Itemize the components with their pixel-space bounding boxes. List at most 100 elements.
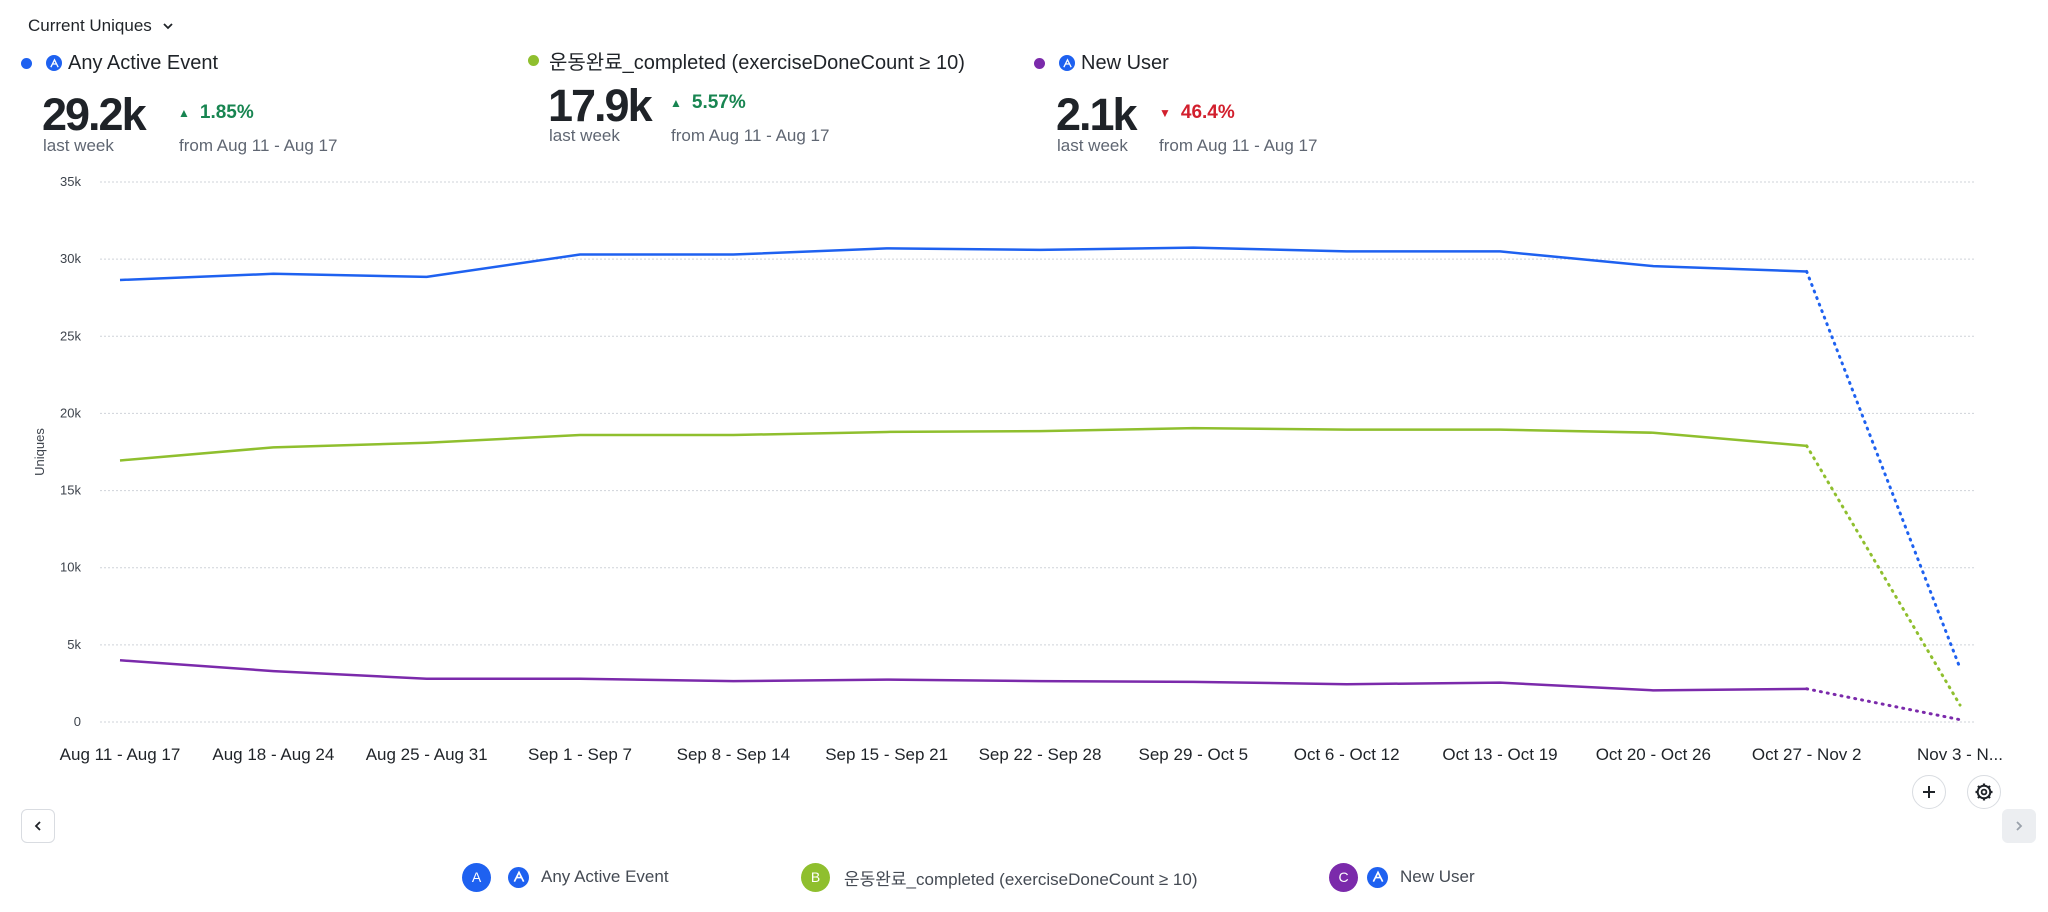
amplitude-icon <box>1059 55 1075 71</box>
data-point[interactable] <box>1650 687 1656 693</box>
y-tick-label: 35k <box>60 174 81 189</box>
x-tick-label: Nov 3 - N... <box>1917 745 2003 764</box>
data-point[interactable] <box>424 274 430 280</box>
series-line[interactable] <box>119 426 1807 462</box>
x-tick-label: Sep 22 - Sep 28 <box>979 745 1102 764</box>
scroll-left-button[interactable] <box>21 809 55 843</box>
series-dot-a <box>21 57 32 69</box>
plus-icon <box>1923 786 1935 798</box>
stat-comparison-range: from Aug 11 - Aug 17 <box>1159 136 1318 155</box>
data-point[interactable] <box>1344 427 1350 433</box>
data-point[interactable] <box>117 277 123 283</box>
x-tick-label: Sep 29 - Oct 5 <box>1139 745 1249 764</box>
series-line[interactable] <box>119 246 1807 282</box>
data-point[interactable] <box>1650 263 1656 269</box>
data-point[interactable] <box>1497 680 1503 686</box>
data-point[interactable] <box>1804 443 1810 449</box>
x-tick-label: Oct 6 - Oct 12 <box>1294 745 1400 764</box>
stat-name: Any Active Event <box>68 51 219 74</box>
x-tick-label: Sep 8 - Sep 14 <box>677 745 790 764</box>
stat-period-label: last week <box>43 136 114 155</box>
data-point[interactable] <box>117 457 123 463</box>
add-button[interactable] <box>1912 775 1946 809</box>
stat-value: 29.2k <box>42 89 147 140</box>
data-point[interactable] <box>730 432 736 438</box>
data-point[interactable] <box>1497 248 1503 254</box>
stat-change-value: 1.85% <box>199 102 254 123</box>
stat-comparison-range: from Aug 11 - Aug 17 <box>179 136 338 155</box>
legend-item-c[interactable]: C New User <box>1329 862 1475 892</box>
legend-item-a[interactable]: A Any Active Event <box>462 862 669 892</box>
series-line-incomplete[interactable] <box>1805 269 1962 670</box>
stat-change: ▲ 1.85% <box>178 102 254 124</box>
x-tick-label: Oct 20 - Oct 26 <box>1596 745 1711 764</box>
legend-badge: C <box>1329 862 1358 892</box>
series-line-incomplete[interactable] <box>1805 444 1962 707</box>
y-tick-label: 10k <box>60 560 81 575</box>
stat-change-value: 46.4% <box>1180 102 1235 123</box>
y-tick-label: 0 <box>74 714 81 729</box>
triangle-down-icon: ▼ <box>1159 106 1171 120</box>
data-point[interactable] <box>884 429 890 435</box>
line-chart[interactable]: 0 5k 10k 15k 20k 25k 30k 35k Uniques Aug 11 - Aug… <box>0 160 2048 780</box>
data-point[interactable] <box>884 245 890 251</box>
data-point[interactable] <box>270 444 276 450</box>
stat-block-new-user[interactable]: New User 2.1k last week ▼ 46.4% from Aug… <box>1028 50 1428 160</box>
data-point[interactable] <box>1037 678 1043 684</box>
x-tick-label: Aug 11 - Aug 17 <box>60 745 181 764</box>
series-dot-b <box>528 54 539 66</box>
y-tick-label: 30k <box>60 251 81 266</box>
data-point[interactable] <box>1497 427 1503 433</box>
data-point[interactable] <box>730 678 736 684</box>
data-point[interactable] <box>1344 248 1350 254</box>
triangle-up-icon: ▲ <box>670 96 682 110</box>
data-point[interactable] <box>884 677 890 683</box>
data-point[interactable] <box>577 432 583 438</box>
chevron-down-icon <box>163 23 173 30</box>
data-point[interactable] <box>577 252 583 258</box>
data-point[interactable] <box>424 440 430 446</box>
data-point[interactable] <box>577 676 583 682</box>
stat-value: 17.9k <box>548 80 653 131</box>
data-point[interactable] <box>117 657 123 663</box>
stat-period-label: last week <box>549 126 620 145</box>
data-point[interactable] <box>1037 428 1043 434</box>
data-point[interactable] <box>1804 268 1810 274</box>
data-point[interactable] <box>1190 425 1196 431</box>
data-point[interactable] <box>270 271 276 277</box>
stat-comparison-range: from Aug 11 - Aug 17 <box>671 126 830 145</box>
metric-dropdown[interactable]: Current Uniques <box>28 14 174 38</box>
data-point[interactable] <box>1190 679 1196 685</box>
chevron-left-icon <box>34 821 41 831</box>
stat-change: ▲ 5.57% <box>670 92 746 114</box>
data-point[interactable] <box>730 252 736 258</box>
series-dot-c <box>1034 57 1045 69</box>
data-point[interactable] <box>424 676 430 682</box>
data-point[interactable] <box>1957 665 1963 671</box>
amplitude-icon <box>508 866 529 888</box>
data-point[interactable] <box>1957 717 1963 723</box>
settings-button[interactable] <box>1967 775 2001 809</box>
series-line[interactable] <box>119 659 1807 692</box>
data-point[interactable] <box>270 668 276 674</box>
x-tick-label: Sep 15 - Sep 21 <box>825 745 948 764</box>
legend-label: New User <box>1400 867 1475 886</box>
amplitude-icon <box>1367 866 1388 888</box>
gear-icon <box>1975 783 1993 801</box>
data-point[interactable] <box>1804 686 1810 692</box>
legend-badge: A <box>462 862 491 892</box>
y-tick-label: 20k <box>60 405 81 420</box>
data-point[interactable] <box>1344 681 1350 687</box>
data-point[interactable] <box>1037 247 1043 253</box>
y-axis-label: Uniques <box>32 428 47 476</box>
stat-block-any-active-event[interactable]: Any Active Event 29.2k last week ▲ 1.85%… <box>0 50 500 160</box>
series-line-incomplete[interactable] <box>1805 687 1962 722</box>
stat-block-exercise-completed[interactable]: 운동완료_completed (exerciseDoneCount ≥ 10) … <box>520 47 1020 153</box>
data-point[interactable] <box>1650 430 1656 436</box>
data-point[interactable] <box>1190 245 1196 251</box>
stat-name: 운동완료_completed (exerciseDoneCount ≥ 10) <box>549 51 965 74</box>
legend-badge: B <box>801 862 830 892</box>
data-point[interactable] <box>1957 702 1963 708</box>
scroll-right-button[interactable] <box>2002 809 2036 843</box>
legend-item-b[interactable]: B 운동완료_completed (exerciseDoneCount ≥ 10… <box>801 862 1198 892</box>
